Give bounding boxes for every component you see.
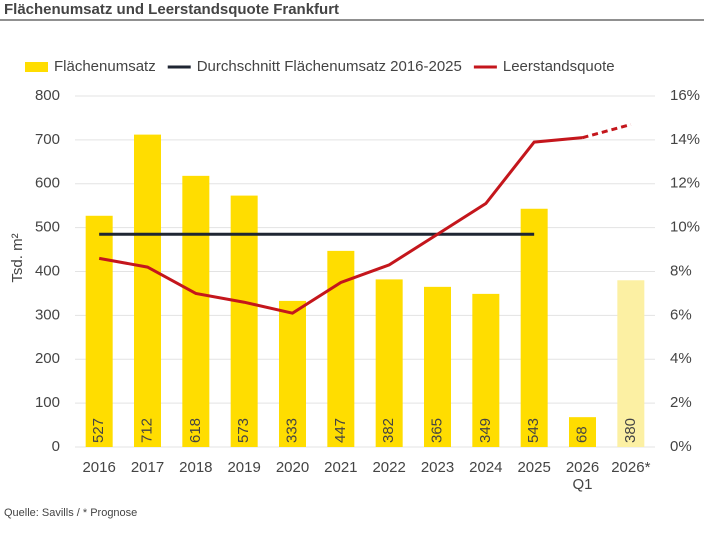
x-tick-label: 2017 — [130, 459, 165, 476]
y2-tick-label: 6% — [670, 306, 692, 323]
bar-value-label: 543 — [525, 418, 542, 443]
bar — [85, 215, 113, 447]
x-tick-label: 2016 — [82, 459, 116, 476]
bar — [520, 208, 548, 447]
y-axis-title: Tsd. m² — [9, 233, 26, 282]
y2-tick-label: 16% — [670, 87, 700, 104]
x-tick-label: 2024 — [469, 459, 503, 476]
legend-swatch — [25, 62, 48, 72]
line-forecast — [582, 123, 632, 140]
bar-value-label: 380 — [622, 418, 639, 443]
y2-tick-label: 10% — [670, 219, 700, 236]
legend-label: Flächenumsatz — [54, 58, 156, 75]
bar-value-label: 365 — [428, 418, 445, 443]
bar — [279, 300, 306, 447]
x-tick-label: 2022 — [372, 459, 406, 476]
y2-tick-label: 8% — [670, 262, 692, 279]
chart-title: Flächenumsatz und Leerstandsquote Frankf… — [4, 1, 339, 18]
bar — [617, 280, 645, 447]
bar-value-label: 573 — [235, 418, 252, 443]
y-tick-label: 300 — [35, 306, 60, 323]
bar-value-label: 527 — [90, 418, 107, 443]
bar — [230, 195, 258, 447]
y-tick-label: 0 — [52, 438, 60, 455]
y2-tick-label: 14% — [670, 131, 700, 148]
bar — [569, 417, 596, 447]
x-tick-label: 2020 — [275, 459, 310, 476]
bar-value-label: 447 — [332, 418, 349, 443]
x-tick-label: 2021 — [324, 459, 358, 476]
bar-value-label: 349 — [477, 418, 494, 443]
y-tick-label: 800 — [35, 87, 60, 104]
bar-value-label: 618 — [187, 418, 204, 443]
bar — [375, 279, 403, 447]
y2-tick-label: 4% — [670, 350, 692, 367]
bar-value-label: 68 — [573, 426, 590, 443]
x-tick-label: 2023 — [420, 459, 455, 476]
line — [98, 136, 583, 315]
x-tick-label: 2026 Q1 — [565, 459, 600, 493]
x-tick-label: 2018 — [179, 459, 213, 476]
bar — [424, 286, 451, 447]
source: Quelle: Savills / * Prognose — [4, 507, 137, 519]
x-tick-label: 2026* — [611, 459, 651, 476]
y-tick-label: 600 — [35, 175, 60, 192]
legend-label: Leerstandsquote — [503, 58, 615, 75]
y-tick-label: 700 — [35, 131, 60, 148]
y2-tick-label: 2% — [670, 394, 692, 411]
y-tick-label: 500 — [35, 219, 60, 236]
y-tick-label: 200 — [35, 350, 60, 367]
bar — [472, 293, 500, 447]
bar-value-label: 712 — [138, 418, 155, 443]
bar-value-label: 382 — [380, 418, 397, 443]
bar-value-label: 333 — [283, 418, 300, 443]
x-tick-label: 2025 — [517, 459, 551, 476]
x-tick-label: 2019 — [227, 459, 261, 476]
y2-tick-label: 0% — [670, 438, 692, 455]
y-tick-label: 100 — [35, 394, 60, 411]
legend-label: Durchschnitt Flächenumsatz 2016-2025 — [197, 58, 462, 75]
bar — [182, 175, 210, 448]
y-tick-label: 400 — [35, 262, 60, 279]
bar — [134, 134, 161, 448]
y2-tick-label: 12% — [670, 175, 700, 192]
